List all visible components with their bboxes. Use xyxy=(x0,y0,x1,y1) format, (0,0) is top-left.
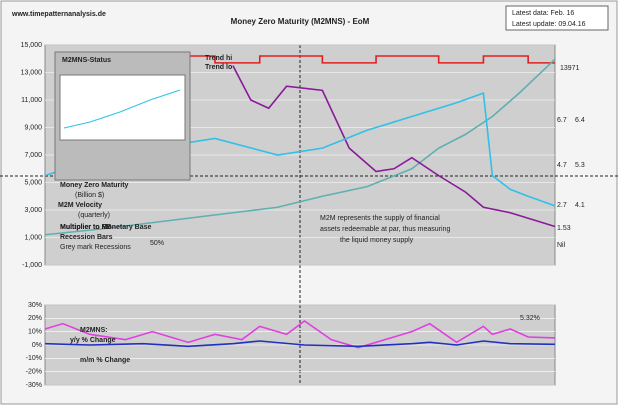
annotation: Trend lo xyxy=(205,64,232,71)
y-tick-label: 10% xyxy=(28,329,42,336)
legend-entry: Money Zero Maturity xyxy=(60,182,129,189)
y-tick-label: 20% xyxy=(28,315,42,322)
annotation: the liquid money supply xyxy=(340,237,414,244)
annotation: Recession Bars xyxy=(60,234,113,241)
info: Latest data: Feb. 16 xyxy=(512,10,574,17)
series-line xyxy=(44,340,556,348)
y-tick-label: 1,000 xyxy=(24,234,42,241)
annotation: (quarterly) xyxy=(78,212,110,219)
legend-entry: M2M Velocity xyxy=(58,202,102,209)
info: Latest update: 09.04.16 xyxy=(512,21,586,28)
chart-title: Money Zero Maturity (M2MNS) - EoM xyxy=(231,17,370,26)
series-line xyxy=(44,320,556,349)
right-axis-label: 5.3 xyxy=(575,162,585,169)
inset-plot xyxy=(59,74,186,141)
annotation: Multiplier to RB xyxy=(60,224,112,231)
inset-line xyxy=(63,109,181,137)
annotation: M2MNS-Status xyxy=(62,57,111,64)
right-axis-label: 6.7 xyxy=(557,117,567,124)
annotation: (Billion $) xyxy=(75,192,104,199)
y-tick-label: -1,000 xyxy=(22,262,42,269)
annotation: 50% xyxy=(150,240,164,247)
site: www.timepatternanalysis.de xyxy=(11,11,106,18)
y-tick-label: 13,000 xyxy=(21,69,43,76)
series-line xyxy=(188,55,555,64)
y-tick-label: 7,000 xyxy=(24,152,42,159)
legend-entry: Multiplier to Monetary Base xyxy=(60,224,152,231)
info-box xyxy=(505,5,609,31)
y-tick-label: 3,000 xyxy=(24,207,42,214)
annotation: M2M represents the supply of financial xyxy=(320,215,440,222)
annotation: assets redeemable at par, thus measuring xyxy=(320,226,450,233)
y-tick-label: -20% xyxy=(26,369,42,376)
right-axis-label: 13971 xyxy=(560,65,580,72)
right-axis-label: 4.1 xyxy=(575,202,585,209)
y-tick-label: 5,000 xyxy=(24,179,42,186)
y-tick-label: 11,000 xyxy=(21,97,42,104)
label: M2MNS: xyxy=(80,327,108,334)
inset-line xyxy=(63,89,181,129)
legend-entry: y/y % Change xyxy=(70,337,116,344)
y-tick-label: 9,000 xyxy=(24,124,42,131)
right-axis-label: Nil xyxy=(557,242,566,249)
right-axis-label: 1.53 xyxy=(557,225,571,232)
right-axis-label: 4.7 xyxy=(557,162,567,169)
series-line xyxy=(44,58,556,236)
annotation: Trend hi xyxy=(205,55,232,62)
right-axis-label: 2.7 xyxy=(557,202,567,209)
y-tick-label: 15,000 xyxy=(21,42,43,49)
right-axis-label: 6.4 xyxy=(575,117,585,124)
legend-entry: m/m % Change xyxy=(80,357,130,364)
annotation: Grey mark Recessions xyxy=(60,244,131,251)
label: 5.32% xyxy=(520,315,540,322)
y-tick-label: -10% xyxy=(26,355,42,362)
y-tick-label: -30% xyxy=(26,382,42,389)
y-tick-label: 30% xyxy=(28,302,42,309)
y-tick-label: 0% xyxy=(32,342,42,349)
series-line xyxy=(232,65,556,228)
